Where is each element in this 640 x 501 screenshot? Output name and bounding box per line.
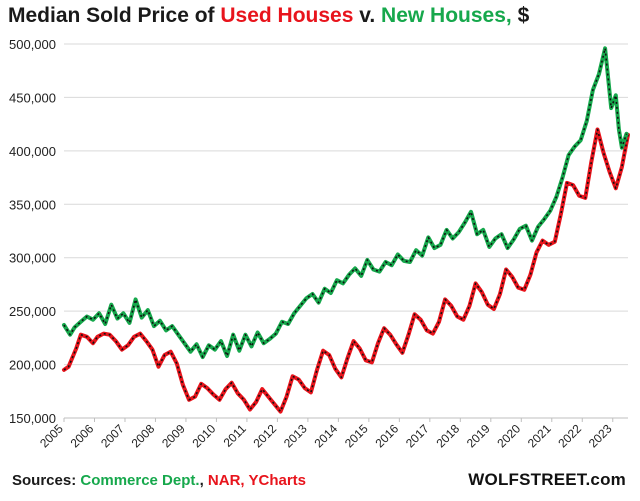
title-used-houses: Used Houses: [220, 4, 354, 27]
source-separator: ,: [199, 472, 208, 489]
x-tick-label: 2006: [68, 421, 97, 450]
x-tick-label: 2013: [281, 421, 310, 450]
x-tick-label: 2011: [221, 421, 249, 449]
series-markers-used-houses: [63, 128, 629, 413]
y-tick-label: 400,000: [9, 144, 56, 159]
source-commerce-dept: Commerce Dept.: [80, 472, 200, 489]
y-tick-label: 450,000: [9, 90, 56, 105]
title-prefix: Median Sold Price of: [8, 4, 221, 27]
y-tick-label: 300,000: [9, 251, 56, 266]
x-tick-label: 2021: [525, 421, 554, 450]
x-tick-label: 2012: [251, 421, 280, 450]
source-ycharts: YCharts: [248, 472, 307, 489]
x-tick-label: 2014: [311, 421, 340, 450]
x-tick-label: 2015: [342, 421, 371, 450]
y-tick-label: 500,000: [9, 37, 56, 52]
series-line-used-houses: [62, 127, 630, 414]
x-tick-label: 2018: [433, 421, 462, 450]
title-new-houses: New Houses,: [381, 4, 512, 27]
source-nar: NAR: [207, 472, 241, 489]
sources-line: Sources: Commerce Dept., NAR, YCharts: [12, 472, 306, 489]
chart-title: Median Sold Price of Used Houses v. New …: [8, 4, 529, 28]
x-tick-label: 2016: [372, 421, 401, 450]
title-suffix: $: [511, 4, 530, 27]
x-tick-label: 2019: [464, 421, 493, 450]
x-tick-label: 2017: [403, 421, 432, 450]
y-tick-label: 350,000: [9, 197, 56, 212]
y-tick-label: 200,000: [9, 358, 56, 373]
source-separator: ,: [240, 472, 249, 489]
y-tick-label: 150,000: [9, 411, 56, 426]
x-tick-label: 2020: [494, 421, 523, 450]
series-markers-new-houses: [63, 47, 628, 358]
x-tick-label: 2007: [98, 421, 127, 450]
x-tick-label: 2010: [190, 421, 219, 450]
x-tick-label: 2022: [555, 421, 584, 450]
sources-label: Sources:: [12, 472, 81, 489]
x-tick-label: 2009: [159, 421, 188, 450]
title-mid: v.: [353, 4, 382, 27]
y-tick-label: 250,000: [9, 304, 56, 319]
brand-watermark: WOLFSTREET.com: [468, 470, 626, 489]
x-tick-label: 2023: [586, 421, 615, 450]
x-tick-label: 2008: [129, 421, 158, 450]
